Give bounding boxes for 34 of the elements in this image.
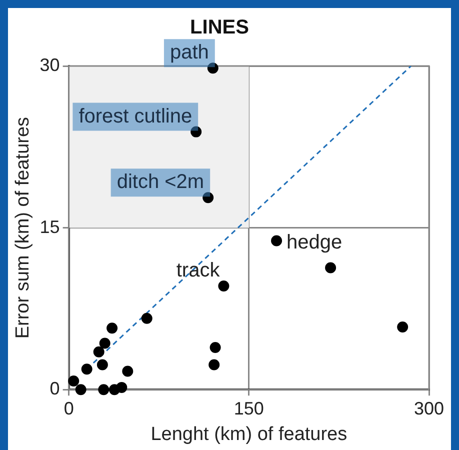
point — [210, 342, 221, 354]
annotation: ditch <2m — [116, 171, 204, 194]
point — [75, 384, 86, 396]
x-tick-label: 150 — [234, 398, 264, 418]
point — [190, 126, 202, 138]
point — [207, 62, 218, 74]
x-tick-label: 300 — [414, 398, 444, 418]
point — [93, 346, 104, 358]
x-axis-title: Lenght (km) of features — [150, 424, 348, 445]
chart-title: LINES — [190, 16, 249, 39]
point — [116, 382, 128, 393]
point — [98, 384, 110, 396]
point — [96, 359, 108, 370]
annotation: hedge — [286, 231, 342, 254]
point — [202, 192, 214, 204]
point — [106, 322, 118, 334]
x-tick-label: 0 — [64, 398, 74, 418]
point — [208, 359, 220, 370]
point — [141, 312, 152, 324]
point — [122, 366, 134, 377]
point — [325, 262, 336, 274]
y-axis-title: Error sum (km) of features — [12, 116, 34, 339]
annotation: forest cutline — [78, 105, 192, 128]
point — [99, 338, 110, 349]
point — [81, 364, 92, 375]
point — [218, 280, 230, 292]
annotation: track — [176, 260, 221, 282]
point — [68, 375, 80, 386]
point — [397, 322, 408, 333]
annotation: path — [170, 42, 209, 64]
y-tick-label: 0 — [50, 378, 60, 399]
y-tick-label: 15 — [40, 216, 60, 237]
y-tick-label: 30 — [40, 54, 60, 75]
point — [271, 235, 282, 246]
